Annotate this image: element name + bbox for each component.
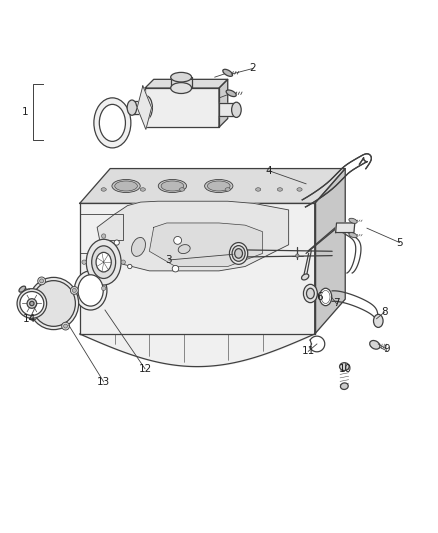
Ellipse shape bbox=[86, 239, 121, 285]
Text: 2: 2 bbox=[250, 63, 256, 74]
Ellipse shape bbox=[223, 69, 233, 76]
Ellipse shape bbox=[102, 234, 106, 238]
Ellipse shape bbox=[30, 301, 34, 305]
Ellipse shape bbox=[321, 290, 330, 303]
Ellipse shape bbox=[99, 104, 125, 141]
Ellipse shape bbox=[277, 188, 283, 191]
Text: 6: 6 bbox=[316, 292, 322, 302]
Ellipse shape bbox=[40, 279, 44, 283]
Text: 1: 1 bbox=[22, 107, 28, 117]
Ellipse shape bbox=[232, 102, 241, 117]
Ellipse shape bbox=[114, 240, 119, 245]
Ellipse shape bbox=[19, 286, 25, 292]
Ellipse shape bbox=[296, 254, 299, 257]
Ellipse shape bbox=[232, 246, 245, 261]
Ellipse shape bbox=[94, 98, 131, 148]
Ellipse shape bbox=[226, 90, 236, 96]
Polygon shape bbox=[137, 86, 152, 130]
Ellipse shape bbox=[96, 252, 111, 272]
Ellipse shape bbox=[38, 277, 46, 285]
Text: 4: 4 bbox=[266, 166, 272, 176]
Ellipse shape bbox=[208, 181, 230, 191]
Ellipse shape bbox=[178, 245, 190, 254]
Ellipse shape bbox=[230, 243, 248, 264]
Polygon shape bbox=[80, 168, 345, 204]
Ellipse shape bbox=[101, 188, 106, 191]
Polygon shape bbox=[315, 168, 345, 334]
Ellipse shape bbox=[127, 100, 137, 115]
Ellipse shape bbox=[31, 314, 35, 319]
Polygon shape bbox=[134, 101, 145, 114]
Text: 12: 12 bbox=[138, 364, 152, 374]
Ellipse shape bbox=[370, 341, 380, 349]
Ellipse shape bbox=[205, 180, 233, 192]
Text: 10: 10 bbox=[339, 364, 352, 374]
Ellipse shape bbox=[20, 292, 44, 316]
Ellipse shape bbox=[17, 289, 47, 318]
Ellipse shape bbox=[161, 181, 184, 191]
Text: 7: 7 bbox=[333, 298, 340, 309]
Ellipse shape bbox=[139, 96, 152, 119]
Ellipse shape bbox=[235, 249, 243, 258]
Ellipse shape bbox=[307, 288, 314, 298]
Ellipse shape bbox=[64, 324, 67, 328]
Ellipse shape bbox=[225, 188, 230, 191]
Ellipse shape bbox=[374, 314, 383, 327]
Polygon shape bbox=[219, 79, 228, 127]
Text: 11: 11 bbox=[302, 346, 315, 357]
Ellipse shape bbox=[349, 219, 357, 223]
Polygon shape bbox=[145, 79, 228, 88]
Ellipse shape bbox=[82, 260, 86, 264]
Polygon shape bbox=[336, 223, 355, 232]
Polygon shape bbox=[219, 103, 234, 116]
Ellipse shape bbox=[27, 298, 37, 308]
Text: 5: 5 bbox=[396, 238, 403, 247]
Ellipse shape bbox=[62, 322, 70, 330]
Ellipse shape bbox=[28, 277, 79, 329]
Ellipse shape bbox=[349, 232, 357, 238]
Ellipse shape bbox=[115, 181, 138, 191]
Ellipse shape bbox=[71, 287, 78, 294]
Ellipse shape bbox=[121, 260, 125, 264]
Polygon shape bbox=[145, 88, 219, 127]
Ellipse shape bbox=[72, 288, 76, 293]
Ellipse shape bbox=[92, 246, 116, 278]
Ellipse shape bbox=[171, 72, 191, 82]
Polygon shape bbox=[149, 223, 262, 266]
Ellipse shape bbox=[320, 288, 332, 305]
Text: 9: 9 bbox=[383, 344, 390, 354]
Ellipse shape bbox=[174, 237, 182, 244]
Ellipse shape bbox=[158, 180, 187, 192]
Text: 3: 3 bbox=[166, 255, 172, 265]
Ellipse shape bbox=[32, 281, 75, 326]
Ellipse shape bbox=[180, 188, 185, 191]
Ellipse shape bbox=[102, 286, 106, 290]
Ellipse shape bbox=[140, 188, 145, 191]
Polygon shape bbox=[80, 204, 315, 334]
Ellipse shape bbox=[340, 383, 348, 390]
Ellipse shape bbox=[127, 264, 132, 269]
Ellipse shape bbox=[172, 265, 179, 272]
Polygon shape bbox=[97, 201, 289, 271]
Ellipse shape bbox=[171, 83, 191, 93]
Ellipse shape bbox=[131, 237, 145, 256]
Ellipse shape bbox=[339, 362, 349, 370]
Ellipse shape bbox=[112, 180, 140, 192]
Ellipse shape bbox=[78, 275, 103, 306]
Ellipse shape bbox=[29, 313, 37, 320]
Ellipse shape bbox=[255, 188, 261, 191]
Text: 14: 14 bbox=[23, 314, 36, 324]
Ellipse shape bbox=[74, 271, 107, 310]
Ellipse shape bbox=[297, 188, 302, 191]
Text: 13: 13 bbox=[97, 377, 110, 387]
Ellipse shape bbox=[304, 284, 318, 303]
Text: 8: 8 bbox=[381, 307, 388, 317]
Ellipse shape bbox=[301, 274, 309, 280]
